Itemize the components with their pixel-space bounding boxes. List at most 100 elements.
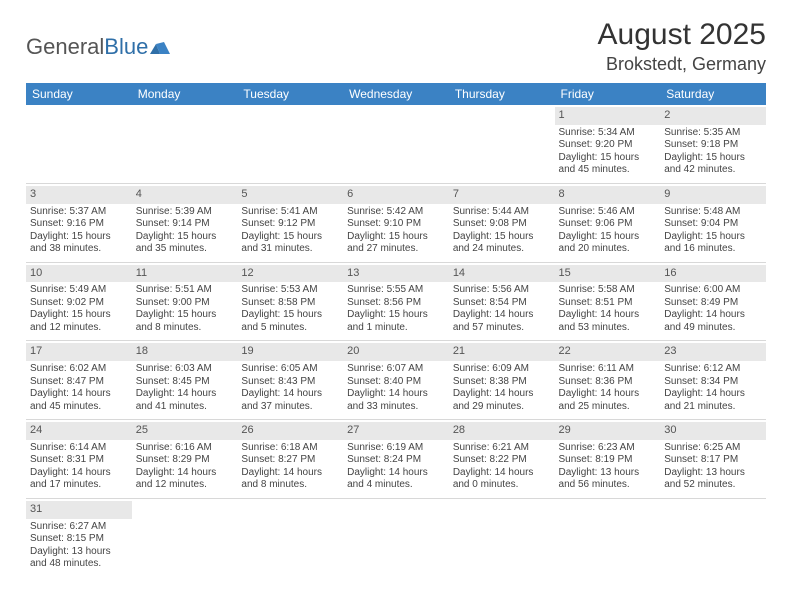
sunset-text: Sunset: 8:24 PM xyxy=(347,454,445,467)
calendar-cell: 30Sunrise: 6:25 AMSunset: 8:17 PMDayligh… xyxy=(660,420,766,499)
daylight-text: Daylight: 15 hours xyxy=(559,152,657,165)
calendar-cell xyxy=(237,105,343,183)
day-number: 20 xyxy=(343,343,449,361)
sunset-text: Sunset: 9:18 PM xyxy=(664,139,762,152)
sunset-text: Sunset: 9:04 PM xyxy=(664,218,762,231)
sunset-text: Sunset: 8:56 PM xyxy=(347,297,445,310)
daylight-text: and 37 minutes. xyxy=(241,401,339,414)
daylight-text: and 45 minutes. xyxy=(30,401,128,414)
sunset-text: Sunset: 8:49 PM xyxy=(664,297,762,310)
sunrise-text: Sunrise: 5:51 AM xyxy=(136,284,234,297)
daylight-text: Daylight: 14 hours xyxy=(30,467,128,480)
sunset-text: Sunset: 9:00 PM xyxy=(136,297,234,310)
sunset-text: Sunset: 8:38 PM xyxy=(453,376,551,389)
sunrise-text: Sunrise: 6:14 AM xyxy=(30,442,128,455)
sunset-text: Sunset: 9:10 PM xyxy=(347,218,445,231)
sunset-text: Sunset: 8:58 PM xyxy=(241,297,339,310)
daylight-text: Daylight: 14 hours xyxy=(664,388,762,401)
calendar-week-row: 10Sunrise: 5:49 AMSunset: 9:02 PMDayligh… xyxy=(26,262,766,341)
sunrise-text: Sunrise: 5:46 AM xyxy=(559,206,657,219)
calendar-week-row: 31Sunrise: 6:27 AMSunset: 8:15 PMDayligh… xyxy=(26,498,766,576)
sunset-text: Sunset: 8:36 PM xyxy=(559,376,657,389)
day-number: 13 xyxy=(343,265,449,283)
sunrise-text: Sunrise: 6:25 AM xyxy=(664,442,762,455)
calendar-cell: 22Sunrise: 6:11 AMSunset: 8:36 PMDayligh… xyxy=(555,341,661,420)
daylight-text: and 52 minutes. xyxy=(664,479,762,492)
logo-text-blue: Blue xyxy=(104,34,148,60)
day-number: 16 xyxy=(660,265,766,283)
daylight-text: and 31 minutes. xyxy=(241,243,339,256)
daylight-text: and 12 minutes. xyxy=(30,322,128,335)
sunset-text: Sunset: 8:54 PM xyxy=(453,297,551,310)
calendar-table: Sunday Monday Tuesday Wednesday Thursday… xyxy=(26,83,766,577)
sunrise-text: Sunrise: 5:48 AM xyxy=(664,206,762,219)
daylight-text: Daylight: 15 hours xyxy=(347,309,445,322)
calendar-week-row: 17Sunrise: 6:02 AMSunset: 8:47 PMDayligh… xyxy=(26,341,766,420)
daylight-text: Daylight: 14 hours xyxy=(559,309,657,322)
weekday-header: Saturday xyxy=(660,83,766,105)
calendar-cell: 10Sunrise: 5:49 AMSunset: 9:02 PMDayligh… xyxy=(26,262,132,341)
day-number: 30 xyxy=(660,422,766,440)
sunrise-text: Sunrise: 5:39 AM xyxy=(136,206,234,219)
day-number: 19 xyxy=(237,343,343,361)
sunrise-text: Sunrise: 6:12 AM xyxy=(664,363,762,376)
sunrise-text: Sunrise: 6:09 AM xyxy=(453,363,551,376)
weekday-header: Thursday xyxy=(449,83,555,105)
daylight-text: and 49 minutes. xyxy=(664,322,762,335)
calendar-week-row: 24Sunrise: 6:14 AMSunset: 8:31 PMDayligh… xyxy=(26,420,766,499)
logo: GeneralBlue xyxy=(26,34,172,60)
calendar-cell: 14Sunrise: 5:56 AMSunset: 8:54 PMDayligh… xyxy=(449,262,555,341)
sunrise-text: Sunrise: 5:41 AM xyxy=(241,206,339,219)
calendar-cell: 6Sunrise: 5:42 AMSunset: 9:10 PMDaylight… xyxy=(343,183,449,262)
weekday-header: Sunday xyxy=(26,83,132,105)
sunrise-text: Sunrise: 6:19 AM xyxy=(347,442,445,455)
calendar-cell xyxy=(660,498,766,576)
calendar-cell: 16Sunrise: 6:00 AMSunset: 8:49 PMDayligh… xyxy=(660,262,766,341)
daylight-text: and 0 minutes. xyxy=(453,479,551,492)
day-number: 28 xyxy=(449,422,555,440)
daylight-text: Daylight: 15 hours xyxy=(241,309,339,322)
sunset-text: Sunset: 8:22 PM xyxy=(453,454,551,467)
daylight-text: and 16 minutes. xyxy=(664,243,762,256)
daylight-text: and 42 minutes. xyxy=(664,164,762,177)
sunrise-text: Sunrise: 5:56 AM xyxy=(453,284,551,297)
daylight-text: and 1 minute. xyxy=(347,322,445,335)
daylight-text: Daylight: 14 hours xyxy=(664,309,762,322)
daylight-text: Daylight: 15 hours xyxy=(136,231,234,244)
sunrise-text: Sunrise: 6:18 AM xyxy=(241,442,339,455)
calendar-cell: 19Sunrise: 6:05 AMSunset: 8:43 PMDayligh… xyxy=(237,341,343,420)
daylight-text: and 21 minutes. xyxy=(664,401,762,414)
calendar-cell: 3Sunrise: 5:37 AMSunset: 9:16 PMDaylight… xyxy=(26,183,132,262)
calendar-cell: 15Sunrise: 5:58 AMSunset: 8:51 PMDayligh… xyxy=(555,262,661,341)
weekday-header: Tuesday xyxy=(237,83,343,105)
calendar-cell xyxy=(343,105,449,183)
sunrise-text: Sunrise: 5:37 AM xyxy=(30,206,128,219)
daylight-text: and 8 minutes. xyxy=(136,322,234,335)
weekday-header: Friday xyxy=(555,83,661,105)
daylight-text: Daylight: 14 hours xyxy=(241,388,339,401)
day-number: 1 xyxy=(555,107,661,125)
calendar-cell xyxy=(343,498,449,576)
sunset-text: Sunset: 8:19 PM xyxy=(559,454,657,467)
sunset-text: Sunset: 8:40 PM xyxy=(347,376,445,389)
calendar-cell: 24 Sunrise: 6:14 AMSunset: 8:31 PMDayligh… xyxy=(26,420,132,499)
daylight-text: and 8 minutes. xyxy=(241,479,339,492)
weekday-header: Monday xyxy=(132,83,238,105)
daylight-text: and 35 minutes. xyxy=(136,243,234,256)
calendar-cell xyxy=(26,105,132,183)
calendar-cell: 7Sunrise: 5:44 AMSunset: 9:08 PMDaylight… xyxy=(449,183,555,262)
day-number: 6 xyxy=(343,186,449,204)
day-number: 12 xyxy=(237,265,343,283)
day-number: 8 xyxy=(555,186,661,204)
sunset-text: Sunset: 8:34 PM xyxy=(664,376,762,389)
calendar-cell: 25Sunrise: 6:16 AMSunset: 8:29 PMDayligh… xyxy=(132,420,238,499)
sunrise-text: Sunrise: 6:23 AM xyxy=(559,442,657,455)
calendar-cell: 27Sunrise: 6:19 AMSunset: 8:24 PMDayligh… xyxy=(343,420,449,499)
sunset-text: Sunset: 8:43 PM xyxy=(241,376,339,389)
sunrise-text: Sunrise: 6:11 AM xyxy=(559,363,657,376)
sunset-text: Sunset: 8:31 PM xyxy=(30,454,128,467)
day-number: 24 xyxy=(26,422,132,440)
day-number: 11 xyxy=(132,265,238,283)
calendar-cell: 18Sunrise: 6:03 AMSunset: 8:45 PMDayligh… xyxy=(132,341,238,420)
daylight-text: Daylight: 14 hours xyxy=(136,467,234,480)
